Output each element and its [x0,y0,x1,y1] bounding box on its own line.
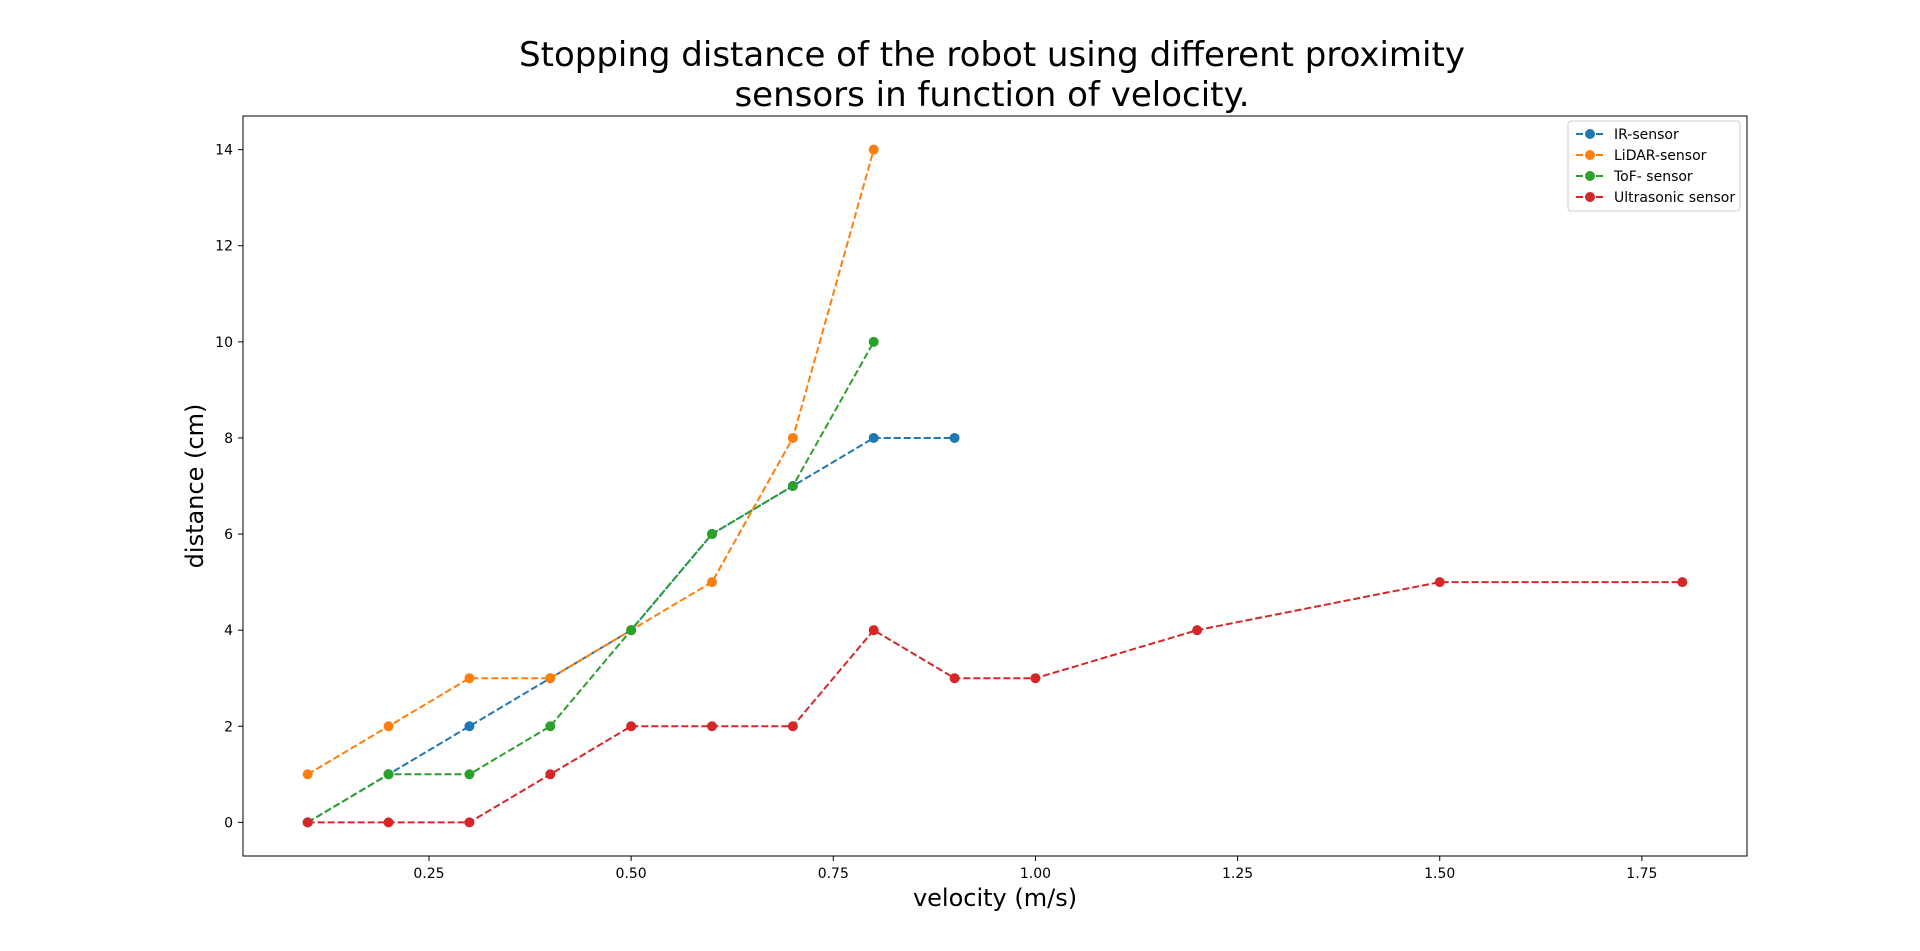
data-point-tof-sensor [383,769,394,780]
x-tick-label: 0.50 [616,866,647,882]
chart-title-line-1: Stopping distance of the robot using dif… [519,35,1465,75]
data-point-ir-sensor [868,432,879,443]
data-point-tof-sensor [868,336,879,347]
data-point-ultrasonic-sensor [302,817,313,828]
data-point-ultrasonic-sensor [1192,625,1203,636]
x-tick-label: 1.75 [1626,866,1657,882]
legend-frame [1567,120,1741,212]
legend-marker [1585,192,1595,202]
data-point-lidar-sensor [464,673,475,684]
data-point-ultrasonic-sensor [464,817,475,828]
x-tick-label: 1.25 [1222,866,1253,882]
series-line-tof-sensor [307,341,875,824]
y-tick-label: 0 [224,815,233,831]
data-point-tof-sensor [545,721,556,732]
y-axis-label: distance (cm) [181,404,209,569]
y-tick-label: 10 [215,335,233,351]
x-tick-label: 1.50 [1424,866,1455,882]
legend: IR-sensor LiDAR-sensor ToF- sensor Ultrason… [1567,120,1741,212]
legend-marker [1585,129,1595,139]
plot-area-frame [242,115,1748,857]
data-point-ultrasonic-sensor [868,625,879,636]
data-point-ultrasonic-sensor [706,721,717,732]
data-point-ultrasonic-sensor [787,721,798,732]
data-point-ir-sensor [949,432,960,443]
chart-title-line-2: sensors in function of velocity. [734,75,1249,115]
data-point-ultrasonic-sensor [545,769,556,780]
legend-label: ToF- sensor [1613,169,1693,185]
y-tick-label: 12 [215,239,233,255]
legend-item-lidar-sensor: LiDAR-sensor [1576,148,1707,164]
data-point-ultrasonic-sensor [1030,673,1041,684]
data-point-ultrasonic-sensor [383,817,394,828]
legend-label: LiDAR-sensor [1614,148,1707,164]
legend-item-tof-sensor: ToF- sensor [1576,169,1693,185]
data-point-lidar-sensor [706,577,717,588]
y-axis-ticks: 0 2 4 6 8 10 12 14 [215,143,243,831]
y-tick-label: 14 [215,143,233,159]
x-axis-label: velocity (m/s) [913,884,1077,912]
x-tick-label: 1.00 [1020,866,1051,882]
series-layer [302,144,1688,828]
legend-item-ultrasonic-sensor: Ultrasonic sensor [1576,190,1735,206]
data-point-tof-sensor [464,769,475,780]
x-axis-ticks: 0.25 0.50 0.75 1.00 1.25 1.50 1.75 [413,856,1657,882]
y-tick-label: 8 [224,431,233,447]
data-point-ultrasonic-sensor [1434,577,1445,588]
data-point-ir-sensor [464,721,475,732]
y-tick-label: 2 [224,719,233,735]
legend-label: IR-sensor [1614,127,1679,143]
legend-label: Ultrasonic sensor [1614,190,1735,206]
data-point-ultrasonic-sensor [1677,577,1688,588]
series-ultrasonic-sensor [302,577,1688,828]
series-line-lidar-sensor [307,149,875,776]
data-point-lidar-sensor [302,769,313,780]
data-point-lidar-sensor [787,432,798,443]
data-point-lidar-sensor [545,673,556,684]
data-point-ultrasonic-sensor [626,721,637,732]
data-point-lidar-sensor [383,721,394,732]
legend-marker [1585,171,1595,181]
x-tick-label: 0.75 [818,866,849,882]
x-tick-label: 0.25 [413,866,444,882]
series-tof-sensor [302,336,879,828]
y-tick-label: 6 [224,527,233,543]
data-point-tof-sensor [787,481,798,491]
legend-item-ir-sensor: IR-sensor [1576,127,1679,143]
data-point-lidar-sensor [868,144,879,155]
data-point-ultrasonic-sensor [949,673,960,684]
legend-marker [1585,150,1595,160]
data-point-tof-sensor [706,529,717,540]
y-tick-label: 4 [224,623,233,639]
data-point-tof-sensor [626,625,637,636]
